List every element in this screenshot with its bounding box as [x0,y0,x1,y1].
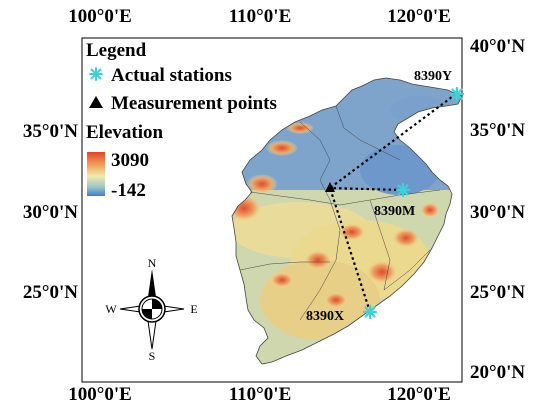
legend-point-icon [89,96,103,108]
measurement-point-marker [325,182,335,192]
station-markers [362,86,465,320]
elevation-min-label: -142 [111,180,146,201]
station-label-8390Y: 8390Y [414,69,452,84]
axis-bottom-label-2: 110°0'E [229,384,292,405]
path-8390M [329,186,403,192]
legend-station-icon [89,67,103,81]
compass-rose-icon [119,269,185,350]
axis-right-label-4: 25°0'N [470,282,525,303]
axis-right-label-1: 40°0'N [470,36,525,57]
measurement-paths [328,93,457,313]
axis-top-label-2: 110°0'E [229,6,292,27]
elevation-max-label: 3090 [111,150,149,171]
station-label-8390X: 8390X [306,309,344,324]
legend-title: Legend [86,40,147,61]
axis-right-label-2: 35°0'N [470,120,525,141]
legend-elevation-title: Elevation [86,122,163,143]
legend-points-label: Measurement points [111,93,277,114]
province-boundaries [239,105,441,321]
axis-top-label-3: 120°0'E [387,6,451,27]
station-label-8390M: 8390M [374,204,415,219]
compass-east: E [190,302,197,316]
axis-bottom-label-1: 100°0'E [68,384,132,405]
compass-south: S [149,349,156,363]
axis-left-label-1: 35°0'N [23,121,78,142]
axis-left-label-2: 30°0'N [23,202,78,223]
axis-bottom-label-3: 120°0'E [387,384,451,405]
station-marker-8390X [362,304,378,320]
axis-top-label-1: 100°0'E [68,6,132,27]
station-marker-8390M [395,182,411,198]
axis-right-label-3: 30°0'N [470,202,525,223]
elevation-colorbar [87,152,105,196]
axis-left-label-3: 25°0'N [23,282,78,303]
compass-west: W [105,302,117,316]
axis-right-label-5: 20°0'N [470,362,525,383]
compass-north: N [148,256,157,270]
legend: Legend Actual stations Measurement point… [86,40,277,201]
legend-stations-label: Actual stations [111,65,232,86]
path-8390Y [329,93,457,189]
station-marker-8390Y [449,86,465,102]
